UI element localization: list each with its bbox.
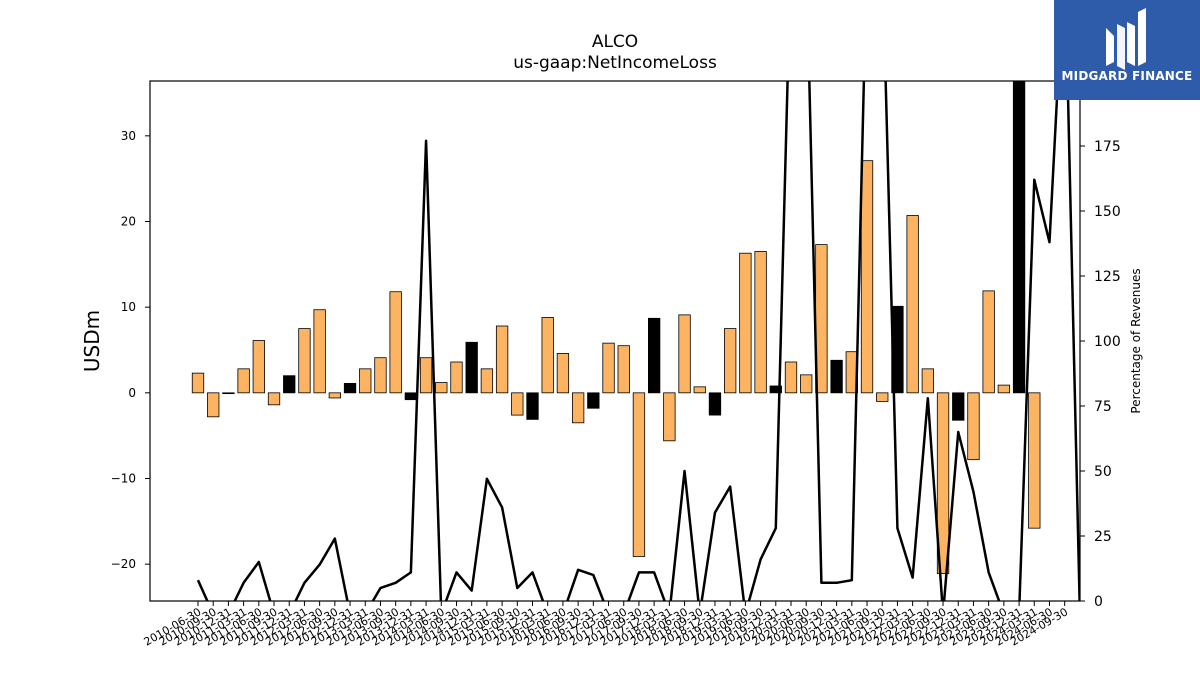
y-tick-label: −20	[111, 557, 136, 571]
chart-title: ALCO	[591, 32, 639, 52]
bar	[982, 290, 995, 394]
bar	[556, 353, 570, 394]
percentage-line	[196, 81, 1080, 601]
y2-tick-label: 75	[1094, 399, 1112, 415]
y2-tick-label: 50	[1094, 464, 1112, 480]
y2-axis-label: Percentage of Revenues	[1129, 268, 1143, 413]
bar	[648, 317, 661, 394]
y2-tick-label: 175	[1094, 139, 1121, 155]
line-series	[196, 81, 1080, 601]
bar	[678, 314, 691, 394]
bar	[480, 368, 494, 394]
bar	[404, 392, 418, 401]
bar	[632, 392, 646, 557]
bar	[800, 374, 813, 394]
bar	[252, 340, 265, 394]
y2-tick-label: 25	[1094, 529, 1112, 545]
bar	[602, 342, 615, 394]
y-tick-label: 0	[128, 386, 136, 400]
bar-series	[191, 81, 1041, 574]
brand-logo: MIDGARD FINANCE	[1054, 0, 1200, 100]
bar	[769, 385, 782, 394]
bar	[936, 392, 950, 574]
bar	[784, 361, 798, 394]
bar	[967, 392, 980, 461]
bar	[830, 359, 843, 394]
y-tick-label: 10	[121, 300, 136, 314]
bar	[1028, 392, 1041, 529]
bar	[663, 392, 676, 442]
bar	[435, 382, 448, 394]
x-axis: 2010-06-302010-09-302010-12-312011-03-31…	[142, 601, 1070, 649]
bar	[860, 160, 874, 394]
bar	[587, 392, 600, 409]
bar	[450, 361, 463, 394]
bar	[708, 392, 722, 416]
brand-name: MIDGARD FINANCE	[1061, 69, 1193, 83]
bar	[313, 309, 326, 394]
bar	[207, 392, 220, 418]
bar	[693, 386, 706, 394]
bar	[724, 328, 737, 394]
bar	[191, 372, 205, 394]
y-tick-label: −10	[111, 471, 136, 485]
bar	[617, 345, 630, 394]
y2-tick-label: 100	[1094, 334, 1121, 350]
bar	[511, 392, 524, 416]
bar	[997, 384, 1011, 394]
bar	[267, 392, 281, 406]
bar	[359, 368, 372, 394]
chart-subtitle: us-gaap:NetIncomeLoss	[513, 53, 717, 73]
y-axis-right: 0 25 50 75 100 125 150 175	[1080, 139, 1121, 610]
bar	[343, 383, 357, 394]
bar	[495, 325, 509, 394]
bar	[328, 392, 342, 399]
y-axis-left: −20 −10 0 10 20 30	[111, 129, 150, 571]
bar	[419, 357, 433, 394]
bar	[283, 375, 296, 394]
bar	[374, 357, 387, 394]
y-axis-label: USDm	[80, 310, 104, 372]
midgard-logo-icon	[1106, 8, 1146, 70]
y-tick-label: 20	[121, 214, 136, 228]
bar	[526, 392, 539, 420]
bar	[298, 328, 311, 394]
bar	[541, 317, 554, 394]
bar	[571, 392, 585, 424]
bar	[952, 392, 965, 421]
bar	[222, 392, 235, 395]
bar	[906, 215, 919, 394]
bar	[754, 251, 767, 394]
bar	[465, 341, 478, 394]
bar	[237, 368, 250, 394]
y2-tick-label: 0	[1094, 594, 1103, 610]
bar	[1012, 81, 1026, 394]
y2-tick-label: 150	[1094, 204, 1121, 220]
bar	[389, 291, 402, 394]
bar	[876, 392, 889, 402]
y-tick-label: 30	[121, 129, 136, 143]
y2-tick-label: 125	[1094, 269, 1121, 285]
bar	[921, 368, 934, 394]
bar	[739, 252, 752, 394]
